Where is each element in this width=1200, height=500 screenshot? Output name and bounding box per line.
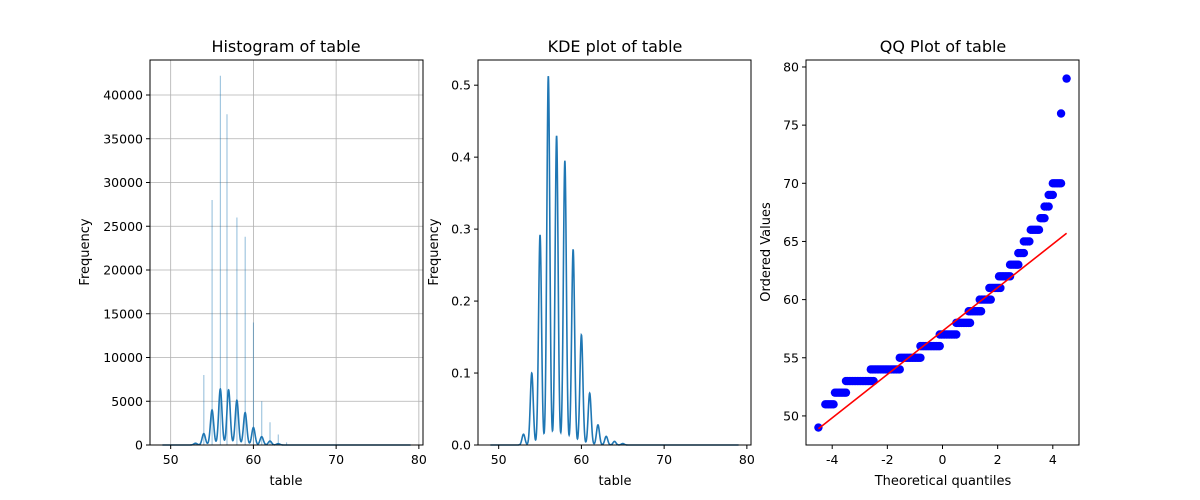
qq-title: QQ Plot of table [880, 37, 1007, 56]
qq-point [976, 307, 986, 316]
qq-point [916, 353, 925, 362]
qq-point [996, 283, 1005, 293]
qq-x-tick-label: 2 [994, 452, 1002, 467]
kde-axes-frame [477, 59, 752, 446]
kde-x-ticks: 50 60 70 80 [491, 445, 755, 467]
kde-x-label: table [599, 474, 632, 489]
histogram-bar [277, 434, 279, 445]
kde-y-tick-label: 0.3 [451, 222, 471, 237]
histogram-bars [195, 75, 288, 445]
qq-x-tick-label: -2 [881, 452, 893, 467]
histogram-bar [261, 401, 263, 445]
qq-y-tick-label: 55 [783, 350, 799, 365]
qq-point [1056, 109, 1066, 118]
histogram-y-tick-label: 0 [135, 438, 143, 453]
qq-y-tick-label: 70 [783, 176, 799, 191]
qq-point [829, 400, 838, 409]
histogram-y-label: Frequency [78, 218, 93, 285]
kde-y-tick-label: 0.4 [451, 150, 471, 165]
histogram-axes-frame [149, 59, 424, 446]
kde-line [490, 75, 739, 446]
qq-point [1040, 213, 1049, 223]
histogram-y-tick-label: 5000 [111, 394, 143, 409]
kde-title: KDE plot of table [548, 37, 683, 56]
qq-point [814, 423, 823, 432]
histogram-x-tick-label: 60 [245, 452, 261, 467]
qq-axes-frame [805, 59, 1080, 446]
kde-y-label: Frequency [427, 218, 442, 285]
histogram-x-tick-label: 50 [163, 452, 179, 467]
histogram-y-tick-label: 15000 [103, 306, 143, 321]
histogram-density-curve [162, 387, 411, 446]
histogram-bar [226, 114, 228, 445]
qq-point [952, 330, 961, 339]
qq-fit-line [817, 232, 1068, 430]
histogram-density-line [162, 387, 411, 446]
qq-point [1025, 237, 1034, 246]
histogram-y-tick-label: 35000 [103, 131, 143, 146]
qq-point [935, 341, 944, 351]
histogram-y-ticks: 0 5000 10000 15000 20000 25000 30000 35000 40000 [103, 88, 150, 453]
kde-x-tick-label: 50 [491, 452, 507, 467]
histogram-y-tick-label: 10000 [103, 350, 143, 365]
qq-point [986, 295, 995, 304]
kde-y-tick-label: 0.5 [451, 78, 471, 93]
qq-y-tick-label: 65 [783, 234, 799, 249]
qq-y-tick-label: 50 [783, 408, 799, 423]
qq-point [1056, 179, 1066, 188]
kde-y-tick-label: 0.2 [451, 294, 471, 309]
qq-y-ticks: 50 55 60 65 70 75 80 [783, 59, 806, 423]
kde-y-tick-label: 0.1 [451, 366, 471, 381]
histogram-bar [236, 217, 238, 445]
histogram-bar [244, 236, 246, 445]
histogram-y-tick-label: 30000 [103, 175, 143, 190]
histogram-bar [252, 322, 255, 445]
qq-x-ticks: -4 -2 0 2 4 [826, 445, 1057, 467]
histogram-bar [286, 442, 288, 445]
qq-y-label: Ordered Values [759, 202, 774, 302]
qq-points [814, 74, 1071, 432]
qq-point [1019, 248, 1029, 258]
qq-point [1062, 74, 1071, 83]
histogram-grid [150, 60, 423, 446]
kde-x-tick-label: 80 [739, 452, 755, 467]
qq-panel: QQ Plot of table Theoretical quantiles O… [759, 37, 1080, 489]
kde-curve [490, 75, 739, 446]
histogram-y-tick-label: 20000 [103, 263, 143, 278]
histogram-bar [211, 200, 213, 445]
qq-fit-line-segment [817, 232, 1068, 430]
histogram-x-label: table [270, 474, 303, 489]
histogram-title: Histogram of table [211, 37, 360, 56]
qq-x-tick-label: 0 [939, 452, 947, 467]
kde-panel: KDE plot of table table Frequency 50 60 70… [427, 37, 755, 489]
kde-x-tick-label: 60 [573, 452, 589, 467]
histogram-bar [269, 422, 271, 445]
histogram-x-tick-label: 70 [328, 452, 344, 467]
qq-point [1034, 225, 1044, 235]
qq-point [1044, 202, 1053, 211]
qq-point [841, 388, 851, 397]
histogram-bar [203, 375, 205, 445]
qq-y-tick-label: 60 [783, 292, 799, 307]
qq-x-tick-label: 4 [1049, 452, 1057, 467]
histogram-x-ticks: 50 60 70 80 [163, 445, 427, 467]
histogram-y-tick-label: 25000 [103, 219, 143, 234]
qq-y-tick-label: 75 [783, 118, 799, 133]
kde-y-tick-label: 0.0 [451, 438, 471, 453]
histogram-y-tick-label: 40000 [103, 88, 143, 103]
qq-y-tick-label: 80 [783, 59, 799, 74]
kde-x-tick-label: 70 [656, 452, 672, 467]
qq-point [1014, 260, 1023, 269]
qq-point [1005, 272, 1015, 281]
histogram-bar [219, 75, 221, 445]
kde-y-ticks: 0.0 0.1 0.2 0.3 0.4 0.5 [451, 78, 478, 453]
qq-x-tick-label: -4 [826, 452, 839, 467]
qq-x-label: Theoretical quantiles [874, 474, 1012, 489]
histogram-x-tick-label: 80 [411, 452, 427, 467]
qq-point [1048, 190, 1058, 200]
qq-point [965, 318, 975, 328]
histogram-panel: Histogram of table table Frequency 50 60 7… [78, 37, 427, 489]
